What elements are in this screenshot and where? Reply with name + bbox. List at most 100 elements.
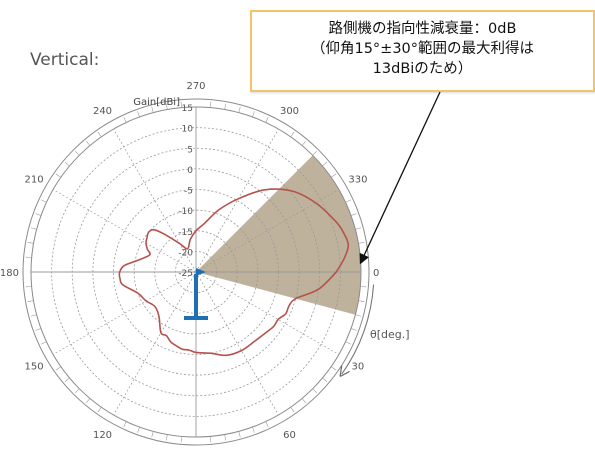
- data-point: [195, 351, 197, 353]
- minor-tick: [301, 398, 307, 404]
- data-point: [145, 300, 147, 302]
- angle-tick-label: 60: [283, 430, 296, 441]
- data-point: [209, 352, 211, 354]
- minor-tick: [123, 421, 127, 428]
- data-point: [154, 305, 156, 307]
- data-point: [169, 341, 171, 343]
- angle-tick-label: 330: [348, 175, 367, 186]
- minor-tick: [322, 161, 328, 167]
- minor-tick: [290, 131, 295, 138]
- data-point: [153, 229, 155, 231]
- data-point: [195, 230, 197, 232]
- radial-tick-label: -5: [184, 187, 193, 197]
- data-point: [240, 349, 242, 351]
- minor-tick: [27, 242, 34, 244]
- minor-tick: [166, 103, 168, 110]
- angle-tick-label: 300: [280, 106, 299, 117]
- callout-line-2: （仰角15°±30°範囲の最大利得は: [310, 41, 535, 57]
- highlight-wedge-layer: [196, 155, 361, 315]
- minor-tick: [330, 366, 337, 371]
- data-point: [145, 242, 147, 244]
- radial-tick-label: 15: [182, 104, 193, 114]
- data-point: [119, 271, 121, 273]
- minor-tick: [40, 341, 47, 345]
- data-point: [343, 258, 345, 260]
- data-point: [203, 222, 205, 224]
- data-point: [315, 202, 317, 204]
- radial-tick-label: 0: [187, 166, 193, 176]
- view-label: Vertical:: [30, 50, 100, 70]
- minor-tick: [64, 161, 70, 167]
- minor-tick: [355, 314, 362, 317]
- gain-pattern-line: [118, 188, 350, 357]
- data-point: [285, 313, 287, 315]
- minor-tick: [97, 131, 102, 138]
- minor-tick: [35, 213, 42, 216]
- grid-spoke: [113, 128, 197, 273]
- data-point: [217, 209, 219, 211]
- data-point: [160, 332, 162, 334]
- minor-tick: [151, 106, 154, 113]
- angle-tick-label: 210: [25, 175, 44, 186]
- data-point: [342, 231, 344, 233]
- minor-tick: [330, 173, 337, 178]
- minor-tick: [265, 116, 269, 123]
- minor-tick: [25, 286, 32, 288]
- minor-tick: [238, 106, 241, 113]
- annotations: Gain[dBi] θ[deg.]: [133, 91, 441, 374]
- minor-tick: [137, 426, 140, 433]
- minor-tick: [180, 436, 182, 443]
- minor-tick: [123, 116, 127, 123]
- data-point: [163, 233, 165, 235]
- minor-tick: [350, 328, 357, 331]
- data-point: [225, 354, 227, 356]
- grid-spoke: [195, 271, 279, 416]
- minor-tick: [97, 406, 102, 413]
- angle-axis-label: θ[deg.]: [370, 328, 410, 341]
- data-point: [178, 242, 180, 244]
- grid-spoke: [113, 271, 197, 416]
- data-point: [146, 237, 148, 239]
- callout-pointer-arrow: [359, 91, 441, 265]
- minor-tick: [151, 431, 154, 438]
- minor-tick: [358, 242, 365, 244]
- minor-tick: [74, 388, 80, 394]
- data-point: [119, 278, 121, 280]
- grid-spoke: [52, 271, 197, 355]
- tick-labels: 0306090120150180210240270300330151050-5-…: [0, 81, 379, 441]
- minor-tick: [322, 377, 328, 383]
- data-point: [288, 305, 290, 307]
- minor-tick: [224, 434, 226, 441]
- radial-tick-label: -15: [178, 228, 193, 238]
- angle-tick-label: 0: [373, 268, 379, 279]
- minor-tick: [55, 366, 62, 371]
- minor-tick: [137, 111, 140, 118]
- minor-tick: [210, 436, 212, 443]
- angle-tick-label: 180: [0, 268, 19, 279]
- minor-tick: [252, 426, 255, 433]
- data-point: [147, 231, 149, 233]
- radial-tick-label: -20: [178, 248, 193, 258]
- radial-tick-label: 10: [182, 125, 194, 135]
- minor-tick: [312, 388, 318, 394]
- data-point: [277, 318, 279, 320]
- angle-tick-label: 120: [93, 430, 112, 441]
- antenna-head: [196, 268, 206, 276]
- data-point: [334, 220, 336, 222]
- data-point: [264, 189, 266, 191]
- minor-tick: [301, 140, 307, 146]
- data-point: [188, 349, 190, 351]
- data-point: [181, 348, 183, 350]
- minor-tick: [30, 227, 37, 230]
- data-point: [266, 331, 268, 333]
- angle-tick-label: 270: [186, 81, 205, 92]
- series-layer: [118, 188, 350, 357]
- data-point: [123, 265, 125, 267]
- highlight-sector: [196, 155, 361, 315]
- minor-tick: [55, 173, 62, 178]
- minor-tick: [25, 256, 32, 258]
- minor-tick: [224, 103, 226, 110]
- minor-tick: [85, 398, 91, 404]
- data-point: [148, 254, 150, 256]
- data-point: [134, 260, 136, 262]
